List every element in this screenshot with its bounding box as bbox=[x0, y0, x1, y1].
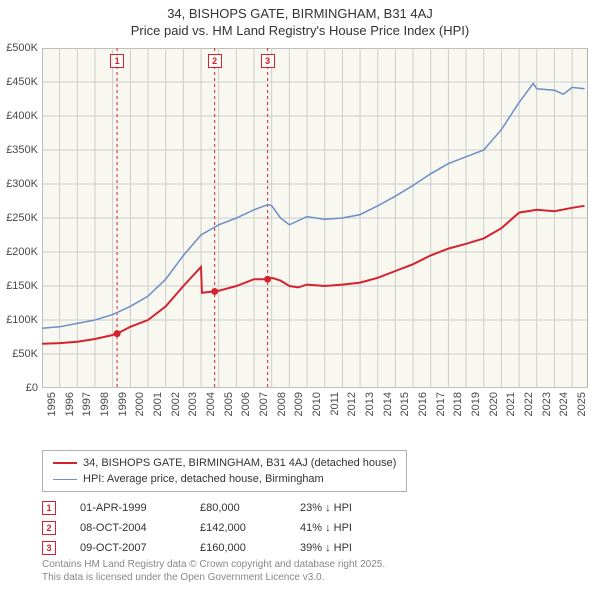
x-tick-label: 2005 bbox=[223, 392, 235, 416]
x-tick-label: 2021 bbox=[505, 392, 517, 416]
x-tick-label: 1997 bbox=[81, 392, 93, 416]
y-tick-label: £100K bbox=[6, 314, 38, 326]
chart-area: £0£50K£100K£150K£200K£250K£300K£350K£400… bbox=[42, 48, 588, 418]
y-tick-label: £200K bbox=[6, 246, 38, 258]
y-tick-label: £350K bbox=[6, 144, 38, 156]
x-tick-label: 2006 bbox=[240, 392, 252, 416]
x-tick-label: 2024 bbox=[558, 392, 570, 416]
y-tick-label: £450K bbox=[6, 76, 38, 88]
event-marker-box: 3 bbox=[42, 541, 56, 555]
y-tick-label: £300K bbox=[6, 178, 38, 190]
x-tick-label: 2011 bbox=[329, 392, 341, 416]
chart-svg bbox=[42, 48, 588, 388]
chart-title: 34, BISHOPS GATE, BIRMINGHAM, B31 4AJ Pr… bbox=[0, 0, 600, 38]
y-tick-label: £500K bbox=[6, 42, 38, 54]
event-date: 08-OCT-2004 bbox=[80, 522, 200, 534]
footer: Contains HM Land Registry data © Crown c… bbox=[42, 558, 385, 584]
event-diff: 39% ↓ HPI bbox=[300, 542, 352, 554]
x-tick-label: 2022 bbox=[523, 392, 535, 416]
y-tick-label: £0 bbox=[26, 382, 38, 394]
title-line1: 34, BISHOPS GATE, BIRMINGHAM, B31 4AJ bbox=[0, 6, 600, 21]
event-price: £80,000 bbox=[200, 502, 300, 514]
legend-label: HPI: Average price, detached house, Birm… bbox=[83, 471, 324, 487]
x-tick-label: 2012 bbox=[346, 392, 358, 416]
event-marker-box: 2 bbox=[42, 521, 56, 535]
x-tick-label: 2013 bbox=[364, 392, 376, 416]
x-tick-label: 1996 bbox=[64, 392, 76, 416]
x-tick-label: 2023 bbox=[541, 392, 553, 416]
legend-swatch bbox=[53, 479, 77, 480]
event-row: 1 01-APR-1999£80,00023% ↓ HPI bbox=[42, 498, 352, 518]
x-tick-label: 2016 bbox=[417, 392, 429, 416]
event-marker-box: 1 bbox=[42, 501, 56, 515]
event-price: £160,000 bbox=[200, 542, 300, 554]
y-tick-label: £250K bbox=[6, 212, 38, 224]
event-diff: 23% ↓ HPI bbox=[300, 502, 352, 514]
legend-swatch bbox=[53, 462, 77, 464]
x-tick-label: 2017 bbox=[435, 392, 447, 416]
x-tick-label: 2004 bbox=[205, 392, 217, 416]
x-tick-label: 2003 bbox=[187, 392, 199, 416]
y-tick-label: £400K bbox=[6, 110, 38, 122]
x-tick-label: 2018 bbox=[452, 392, 464, 416]
x-tick-label: 2014 bbox=[382, 392, 394, 416]
x-tick-label: 1995 bbox=[46, 392, 58, 416]
x-tick-label: 2020 bbox=[488, 392, 500, 416]
x-tick-label: 2015 bbox=[399, 392, 411, 416]
y-tick-label: £150K bbox=[6, 280, 38, 292]
y-tick-label: £50K bbox=[12, 348, 38, 360]
legend: 34, BISHOPS GATE, BIRMINGHAM, B31 4AJ (d… bbox=[42, 450, 407, 492]
footer-line2: This data is licensed under the Open Gov… bbox=[42, 571, 385, 584]
x-tick-label: 1999 bbox=[117, 392, 129, 416]
event-marker-2: 2 bbox=[208, 54, 222, 68]
x-tick-label: 2019 bbox=[470, 392, 482, 416]
event-marker-3: 3 bbox=[261, 54, 275, 68]
x-tick-label: 2001 bbox=[152, 392, 164, 416]
title-line2: Price paid vs. HM Land Registry's House … bbox=[0, 23, 600, 38]
x-tick-label: 2002 bbox=[170, 392, 182, 416]
legend-row: HPI: Average price, detached house, Birm… bbox=[53, 471, 396, 487]
event-row: 2 08-OCT-2004£142,00041% ↓ HPI bbox=[42, 518, 352, 538]
x-tick-label: 2007 bbox=[258, 392, 270, 416]
events-table: 1 01-APR-1999£80,00023% ↓ HPI 2 08-OCT-2004… bbox=[42, 498, 352, 558]
event-date: 01-APR-1999 bbox=[80, 502, 200, 514]
x-tick-label: 1998 bbox=[99, 392, 111, 416]
legend-label: 34, BISHOPS GATE, BIRMINGHAM, B31 4AJ (d… bbox=[83, 455, 396, 471]
event-marker-1: 1 bbox=[110, 54, 124, 68]
x-tick-label: 2009 bbox=[293, 392, 305, 416]
event-row: 3 09-OCT-2007£160,00039% ↓ HPI bbox=[42, 538, 352, 558]
event-price: £142,000 bbox=[200, 522, 300, 534]
event-diff: 41% ↓ HPI bbox=[300, 522, 352, 534]
x-tick-label: 2008 bbox=[276, 392, 288, 416]
x-tick-label: 2000 bbox=[134, 392, 146, 416]
x-tick-label: 2025 bbox=[576, 392, 588, 416]
footer-line1: Contains HM Land Registry data © Crown c… bbox=[42, 558, 385, 571]
x-tick-label: 2010 bbox=[311, 392, 323, 416]
event-date: 09-OCT-2007 bbox=[80, 542, 200, 554]
legend-row: 34, BISHOPS GATE, BIRMINGHAM, B31 4AJ (d… bbox=[53, 455, 396, 471]
